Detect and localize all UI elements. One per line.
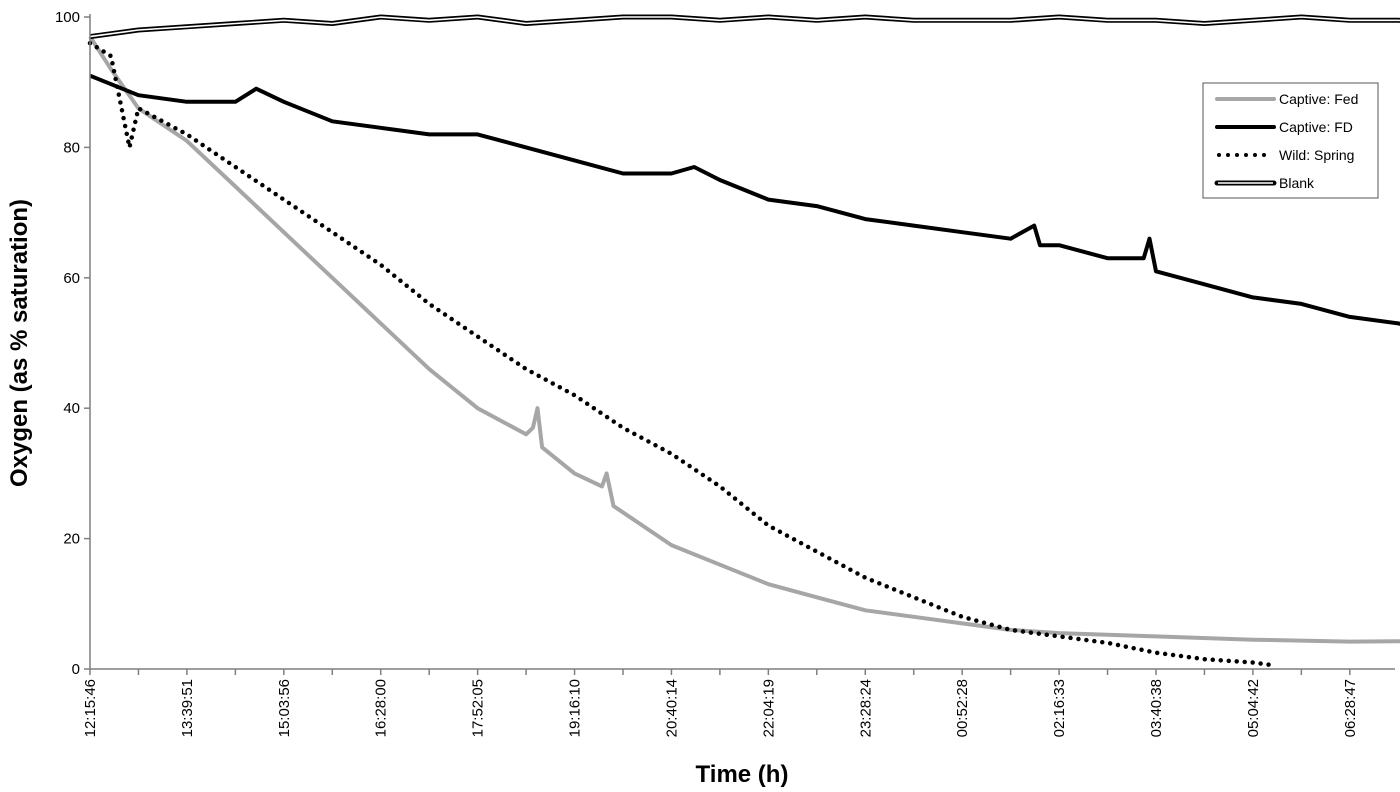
- x-tick-label: 22:04:19: [760, 679, 777, 737]
- series-wild-spring-line: [87, 40, 1279, 668]
- y-tick-label: 100: [55, 9, 80, 26]
- series-blank-line-outer: [89, 14, 1400, 40]
- x-tick-label: 05:04:42: [1245, 679, 1262, 737]
- x-axis-title: Time (h): [696, 761, 789, 788]
- legend-label: Captive: Fed: [1279, 91, 1358, 107]
- x-tick-label: 02:16:33: [1051, 679, 1068, 737]
- series-captive-fed-line: [88, 35, 1400, 644]
- legend-label: Blank: [1279, 175, 1315, 191]
- legend-label: Captive: FD: [1279, 119, 1353, 135]
- x-tick-label: 20:40:14: [663, 679, 680, 737]
- y-tick-label: 80: [63, 139, 80, 156]
- x-tick-label: 12:15:46: [82, 679, 99, 737]
- x-tick-label: 15:03:56: [276, 679, 293, 737]
- x-tick-label: 17:52:05: [470, 679, 487, 737]
- legend-box: [1202, 82, 1379, 199]
- axes: 0 20 40 60 80 100 12:15:46 13:39:51 15:03:56 16:2…: [55, 9, 1395, 737]
- y-tick-label: 0: [72, 661, 80, 678]
- y-axis-title: Oxygen (as % saturation): [6, 199, 33, 487]
- x-tick-label: 23:28:24: [857, 679, 874, 737]
- x-tick-label: 06:28:47: [1342, 679, 1359, 737]
- x-tick-label: 19:16:10: [567, 679, 584, 737]
- x-tick-label: 03:40:38: [1148, 679, 1165, 737]
- y-tick-label: 60: [63, 270, 80, 287]
- series-captive-fd-line: [89, 73, 1400, 326]
- y-tick-label: 20: [63, 531, 80, 548]
- y-tick-label: 40: [63, 400, 80, 417]
- series-blank-line-inner: [89, 16, 1400, 38]
- x-tick-label: 16:28:00: [373, 679, 390, 737]
- plot-area: [87, 14, 1400, 668]
- legend-label: Wild: Spring: [1279, 147, 1354, 163]
- x-tick-label: 00:52:28: [954, 679, 971, 737]
- legend: Captive: Fed Captive: FD Wild: Spring Blank: [1202, 82, 1379, 199]
- x-tick-label: 13:39:51: [179, 679, 196, 737]
